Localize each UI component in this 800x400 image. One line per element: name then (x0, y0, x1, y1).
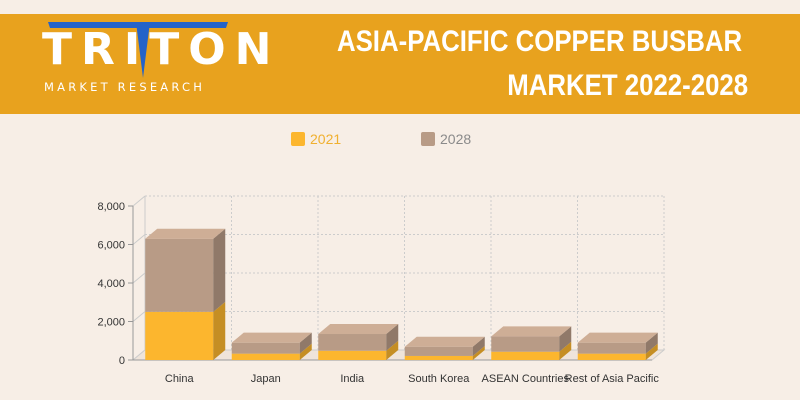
logo-word: TRITON (42, 24, 281, 75)
bar-japan-2028-front (231, 342, 300, 354)
legend-swatch-2021 (291, 132, 305, 146)
bar-japan-2021-side (299, 343, 312, 360)
gridline-side (132, 311, 146, 322)
bar-japan-2028-top (231, 332, 312, 343)
y-tick-label: 2,000 (97, 317, 125, 329)
bar-south-korea-2028-side (472, 336, 485, 356)
y-tick-label: 0 (119, 355, 125, 367)
bar-asean-countries-2021-front (491, 351, 560, 360)
page-title-line-1: ASIA-PACIFIC COPPER BUSBAR (336, 25, 742, 58)
bar-asean-countries-2028-side (559, 326, 572, 352)
x-tick-label: India (340, 373, 365, 385)
x-tick-label: Japan (251, 373, 281, 385)
y-tick-label: 6,000 (97, 240, 125, 252)
bar-south-korea-2021-front (404, 355, 473, 360)
bar-china-2028-top (145, 228, 226, 239)
legend-swatch-2028 (421, 132, 435, 146)
triton-logo: TRITON MARKET RESEARCH (40, 22, 272, 102)
bar-india-2028-side (386, 324, 399, 351)
bar-asean-countries-2021-side (559, 341, 572, 360)
x-tick-label: South Korea (408, 373, 470, 385)
x-tick-label: China (165, 373, 195, 385)
bar-south-korea-2021-side (472, 345, 485, 360)
x-tick-label: ASEAN Countries (482, 373, 570, 385)
chart-legend: 2021 2028 (0, 130, 800, 150)
legend-label-2021: 2021 (310, 131, 342, 147)
header-banner (0, 14, 800, 114)
bar-rest-of-asia-pacific-2028-front (577, 342, 646, 354)
gridline-side (132, 272, 146, 284)
bar-india-2021-front (318, 350, 387, 360)
y-tick-label: 8,000 (97, 201, 125, 213)
y-tick-label: 4,000 (97, 278, 125, 290)
bar-china-2021-front (145, 311, 214, 360)
bar-rest-of-asia-pacific-2028-side (645, 332, 658, 354)
legend-label-2028: 2028 (440, 131, 472, 147)
bar-asean-countries-2028-front (491, 336, 560, 352)
gridline-side (132, 195, 146, 207)
bar-japan-2028-side (299, 332, 312, 354)
bar-china-2028-front (145, 238, 214, 312)
bar-asean-countries-2028-top (491, 326, 572, 337)
bar-south-korea-2028-front (404, 346, 473, 356)
bar-india-2028-front (318, 334, 387, 351)
page-title-line-2: MARKET 2022-2028 (507, 69, 748, 102)
bar-japan-2021-front (231, 353, 300, 360)
bar-china-2028-side (213, 228, 226, 312)
logo-subtitle: MARKET RESEARCH (44, 80, 206, 94)
bar-rest-of-asia-pacific-2021-front (577, 353, 646, 360)
bar-china-2021-side (213, 301, 226, 360)
bar-india-2028-top (318, 324, 399, 335)
bar-india-2021-side (386, 340, 399, 360)
bar-south-korea-2028-top (404, 336, 485, 347)
bar-rest-of-asia-pacific-2021-side (645, 343, 658, 360)
bar-rest-of-asia-pacific-2028-top (577, 332, 658, 343)
logo-bar-icon (48, 22, 228, 78)
x-tick-label: Rest of Asia Pacific (565, 373, 660, 385)
gridline-side (132, 234, 146, 245)
